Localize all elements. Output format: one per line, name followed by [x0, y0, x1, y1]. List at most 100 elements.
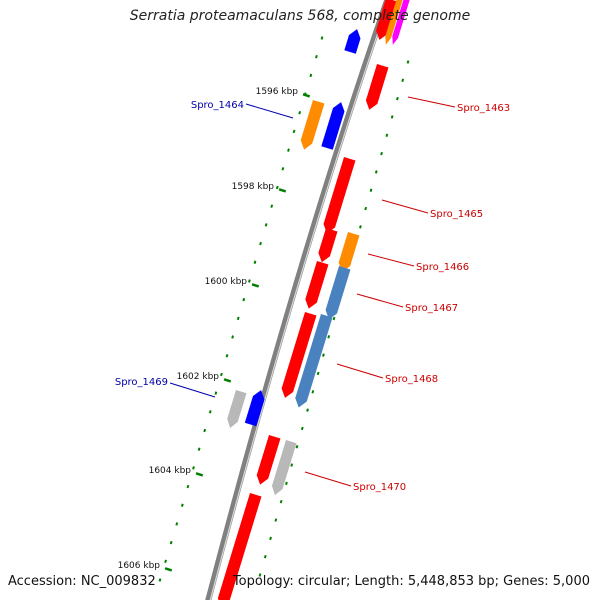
ring-dot [306, 408, 309, 412]
gene-arrow-spro-1464a [300, 100, 325, 150]
ring-dot [175, 522, 179, 526]
gene-label-leader [245, 103, 294, 119]
gene-label-leader [407, 96, 456, 108]
ring-dot [292, 129, 296, 134]
ring-dot [369, 188, 373, 192]
scale-label: 1598 kbp [232, 182, 275, 192]
gene-label-spro-1464: Spro_1464 [191, 100, 244, 111]
ring-dot [164, 559, 167, 564]
scale-tick [223, 378, 232, 383]
ring-dot [327, 335, 331, 339]
gene-arrow-spro-1469a [227, 390, 247, 428]
backbone-line [204, 0, 391, 605]
ring-dot [311, 390, 315, 394]
gene-label-leader [381, 199, 429, 214]
gene-arrow-spro-1470a [256, 435, 281, 485]
ring-dot [322, 353, 325, 357]
ring-dot [258, 573, 262, 577]
gene-labels: Spro_1463 Spro_1464 Spro_1465 Spro_1466 Spro… [115, 96, 510, 493]
ring-dot [197, 447, 201, 451]
gene-arrow-spro-1466 [338, 232, 360, 273]
ring-dot [332, 316, 336, 321]
ring-dot [374, 170, 378, 174]
ring-dot [359, 225, 362, 229]
ring-dot [406, 60, 410, 64]
gene-arrow-spro-1468 [295, 314, 333, 408]
scale-tick [278, 188, 287, 193]
ring-dot [253, 260, 257, 264]
gene-arrow-top [376, 0, 398, 40]
gene-label-spro-1466: Spro_1466 [416, 262, 469, 273]
gene-arrow-spro-1467a [305, 261, 329, 309]
ring-dot [269, 536, 272, 541]
ring-dot [192, 466, 195, 470]
ring-dot [300, 426, 304, 431]
accession-text: Accession: NC_009832 [8, 574, 156, 589]
ring-dot [285, 481, 288, 486]
ring-dot [274, 518, 278, 522]
ring-dot [203, 428, 207, 433]
ring-dot [385, 133, 389, 138]
ring-dot [287, 148, 290, 152]
ring-dot [275, 185, 279, 190]
ring-dot [390, 115, 394, 119]
scale-tick [251, 283, 260, 288]
ring-dot [264, 223, 268, 227]
gene-label-spro-1469: Spro_1469 [115, 377, 168, 388]
ring-dot [247, 279, 251, 283]
scale-label: 1600 kbp [205, 277, 248, 287]
ring-dot [396, 96, 399, 101]
gene-arrow-spro-1465 [323, 157, 356, 234]
ring-dot [309, 73, 313, 78]
ring-dot [180, 503, 184, 507]
gene-arrow-spro-1466a [318, 228, 338, 263]
gene-label-spro-1465: Spro_1465 [430, 209, 483, 220]
ring-dot [295, 445, 299, 449]
gene-arrow-spro-1470 [271, 440, 297, 496]
gene-arrow-top-magenta [392, 0, 410, 45]
scale-label: 1606 kbp [118, 561, 161, 571]
scale-ticks: 1596 kbp 1598 kbp 1600 kbp 1602 kbp 1604 kbp… [118, 87, 311, 572]
gene-label-spro-1467: Spro_1467 [405, 303, 458, 314]
gene-arrow-spro-1463 [365, 64, 389, 110]
scale-label: 1604 kbp [149, 466, 192, 476]
ring-dot [401, 78, 405, 83]
gene-label-spro-1470: Spro_1470 [353, 482, 406, 493]
scale-tick [195, 472, 204, 477]
ring-dot [158, 578, 162, 582]
backbone-highlight [208, 0, 390, 605]
ring-dot [263, 554, 267, 559]
map-title: Serratia proteamaculans 568, complete ge… [129, 8, 471, 24]
ring-dot [169, 540, 173, 545]
gene-arrow-lower [217, 493, 262, 605]
ring-dot [208, 410, 212, 414]
gene-arrow-blue-top [344, 29, 361, 54]
gene-features [217, 0, 410, 605]
ring-dot [259, 241, 262, 246]
gene-arrow-spro-1468a [281, 312, 317, 398]
ring-dot [231, 335, 235, 339]
genome-summary-text: Topology: circular; Length: 5,448,853 bp… [232, 574, 590, 589]
ring-dot [320, 36, 324, 40]
ring-dot [380, 151, 383, 156]
ring-dot [316, 371, 320, 376]
gene-arrow-spro-1464 [321, 102, 345, 150]
gene-label-leader [367, 253, 415, 267]
scale-tick [164, 567, 173, 572]
gene-label-spro-1468: Spro_1468 [385, 374, 438, 385]
gene-label-leader [336, 363, 384, 379]
gene-arrow-top-orange [385, 0, 403, 45]
ring-dot [279, 499, 283, 504]
ring-dot [242, 297, 246, 302]
ring-dot [214, 391, 218, 395]
gene-arrow-spro-1469 [244, 390, 265, 427]
ring-dot [186, 484, 190, 489]
gene-label-spro-1463: Spro_1463 [457, 103, 510, 114]
gene-label-leader [356, 293, 404, 308]
ring-dot [364, 206, 368, 211]
outer-dotted-ring [158, 36, 324, 582]
ring-dot [315, 54, 318, 59]
ring-dot [236, 316, 240, 321]
